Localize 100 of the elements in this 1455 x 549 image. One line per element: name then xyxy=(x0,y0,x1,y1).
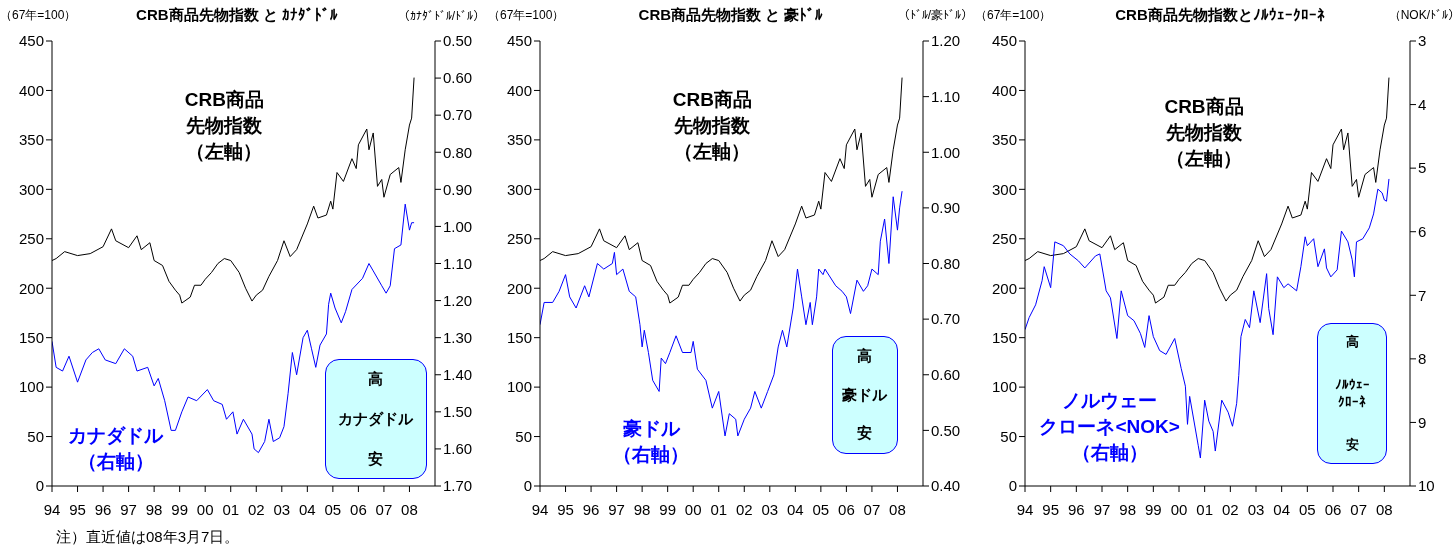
x-tick-label: 99 xyxy=(1144,500,1162,518)
x-tick-label: 02 xyxy=(247,500,265,518)
y-tick-label: 150 xyxy=(991,328,1017,346)
y-tick-label: 450 xyxy=(506,32,532,50)
x-tick-label: 01 xyxy=(1196,500,1214,518)
y2-tick-label: 1.10 xyxy=(443,254,473,272)
y-tick-label: 300 xyxy=(506,180,532,198)
x-tick-label: 00 xyxy=(196,500,214,518)
x-tick-label: 06 xyxy=(350,500,367,518)
x-tick-label: 98 xyxy=(633,500,651,518)
x-tick-label: 05 xyxy=(812,500,830,518)
annotation: 安 xyxy=(368,448,384,469)
x-tick-label: 04 xyxy=(786,500,804,518)
text: CRB商品先物指数（左軸） xyxy=(672,87,752,164)
y2-tick-label: 10 xyxy=(1418,477,1435,495)
annotation: 高 xyxy=(1345,332,1359,351)
text: 注）直近値は08年3月7日。 xyxy=(56,528,240,547)
y-tick-label: 0 xyxy=(35,477,44,495)
y2-tick-label: 1.70 xyxy=(443,477,473,495)
annotation: カナダドル xyxy=(338,408,414,429)
x-tick-label: 95 xyxy=(1042,500,1060,518)
y2-tick-label: 0.60 xyxy=(931,366,961,384)
x-tick-label: 96 xyxy=(1067,500,1085,518)
x-tick-label: 03 xyxy=(1247,500,1265,518)
y2-tick-label: 1.00 xyxy=(931,143,961,161)
y2-tick-label: 0.50 xyxy=(931,421,961,439)
y2-axis-title: （ﾄﾞﾙ/豪ﾄﾞﾙ） xyxy=(897,7,973,24)
y-tick-label: 400 xyxy=(991,81,1017,99)
x-tick-label: 06 xyxy=(1324,500,1342,518)
y2-tick-label: 1.20 xyxy=(931,32,961,50)
y2-tick-label: 1.40 xyxy=(443,366,473,384)
y-tick-label: 250 xyxy=(991,230,1017,248)
y-tick-label: 200 xyxy=(18,279,44,297)
y2-tick-label: 0.60 xyxy=(443,69,473,87)
x-tick-label: 99 xyxy=(171,500,189,518)
y2-tick-label: 6 xyxy=(1418,223,1427,241)
x-tick-label: 05 xyxy=(324,500,342,518)
chart-title: CRB商品先物指数とﾉﾙｳｪｰｸﾛｰﾈ xyxy=(1114,6,1326,25)
text: CRB商品先物指数（左軸） xyxy=(184,87,264,164)
y2-tick-label: 1.60 xyxy=(443,440,473,458)
y2-tick-label: 5 xyxy=(1418,159,1427,177)
y2-axis-title: （NOK/ﾄﾞﾙ） xyxy=(1388,7,1455,24)
x-tick-label: 97 xyxy=(608,500,625,518)
x-tick-label: 98 xyxy=(145,500,163,518)
y-tick-label: 100 xyxy=(506,378,532,396)
x-tick-label: 04 xyxy=(298,500,316,518)
y-tick-label: 150 xyxy=(18,328,44,346)
x-tick-label: 08 xyxy=(401,500,418,518)
y2-tick-label: 7 xyxy=(1418,286,1427,304)
series-label: 豪ドル（右軸） xyxy=(613,416,690,467)
y-tick-label: 100 xyxy=(18,378,44,396)
y2-tick-label: 1.00 xyxy=(443,217,473,235)
y-tick-label: 100 xyxy=(991,378,1017,396)
y-axis-title: （67年=100） xyxy=(0,7,77,24)
x-tick-label: 08 xyxy=(1375,500,1393,518)
y-tick-label: 0 xyxy=(1008,477,1017,495)
annotation: 安 xyxy=(857,423,873,444)
x-tick-label: 00 xyxy=(684,500,702,518)
x-tick-label: 99 xyxy=(659,500,677,518)
x-tick-label: 03 xyxy=(273,500,291,518)
x-tick-label: 08 xyxy=(889,500,906,518)
y2-axis-title: （ｶﾅﾀﾞﾄﾞﾙ/ﾄﾞﾙ） xyxy=(397,8,485,23)
y-tick-label: 150 xyxy=(506,328,532,346)
y-tick-label: 350 xyxy=(506,131,532,149)
y2-tick-label: 1.20 xyxy=(443,291,473,309)
y2-tick-label: 0.90 xyxy=(443,180,473,198)
y-tick-label: 450 xyxy=(18,32,44,50)
x-tick-label: 95 xyxy=(69,500,86,518)
y-tick-label: 250 xyxy=(506,230,532,248)
x-tick-label: 02 xyxy=(735,500,753,518)
x-tick-label: 02 xyxy=(1221,500,1239,518)
x-tick-label: 03 xyxy=(761,500,779,518)
annotation: ﾉﾙｳｪｰｸﾛｰﾈ xyxy=(1334,375,1370,411)
y-tick-label: 250 xyxy=(18,230,44,248)
y2-tick-label: 1.50 xyxy=(443,403,473,421)
y2-tick-label: 0.40 xyxy=(931,477,961,495)
x-tick-label: 98 xyxy=(1119,500,1137,518)
y-tick-label: 300 xyxy=(18,180,44,198)
y-tick-label: 350 xyxy=(991,131,1017,149)
x-tick-label: 07 xyxy=(1350,500,1368,518)
x-tick-label: 94 xyxy=(1016,500,1034,518)
annotation: 豪ドル xyxy=(842,384,888,405)
y2-tick-label: 8 xyxy=(1418,350,1427,368)
chart-title: CRB商品先物指数 と 豪ﾄﾞﾙ xyxy=(637,6,825,25)
x-tick-label: 95 xyxy=(557,500,574,518)
y-tick-label: 200 xyxy=(506,279,532,297)
series-label: カナダドル（右軸） xyxy=(68,424,164,475)
y-tick-label: 0 xyxy=(523,477,532,495)
x-tick-label: 04 xyxy=(1273,500,1291,518)
y-axis-title: （67年=100） xyxy=(975,7,1052,24)
x-tick-label: 94 xyxy=(43,500,61,518)
x-tick-label: 05 xyxy=(1298,500,1316,518)
y2-tick-label: 1.30 xyxy=(443,328,473,346)
annotation: 安 xyxy=(1345,436,1359,454)
y2-tick-label: 0.50 xyxy=(443,32,473,50)
y-tick-label: 450 xyxy=(991,32,1017,50)
y-tick-label: 400 xyxy=(18,81,44,99)
y-tick-label: 50 xyxy=(27,427,44,445)
y2-tick-label: 4 xyxy=(1418,95,1427,113)
x-tick-label: 07 xyxy=(375,500,393,518)
